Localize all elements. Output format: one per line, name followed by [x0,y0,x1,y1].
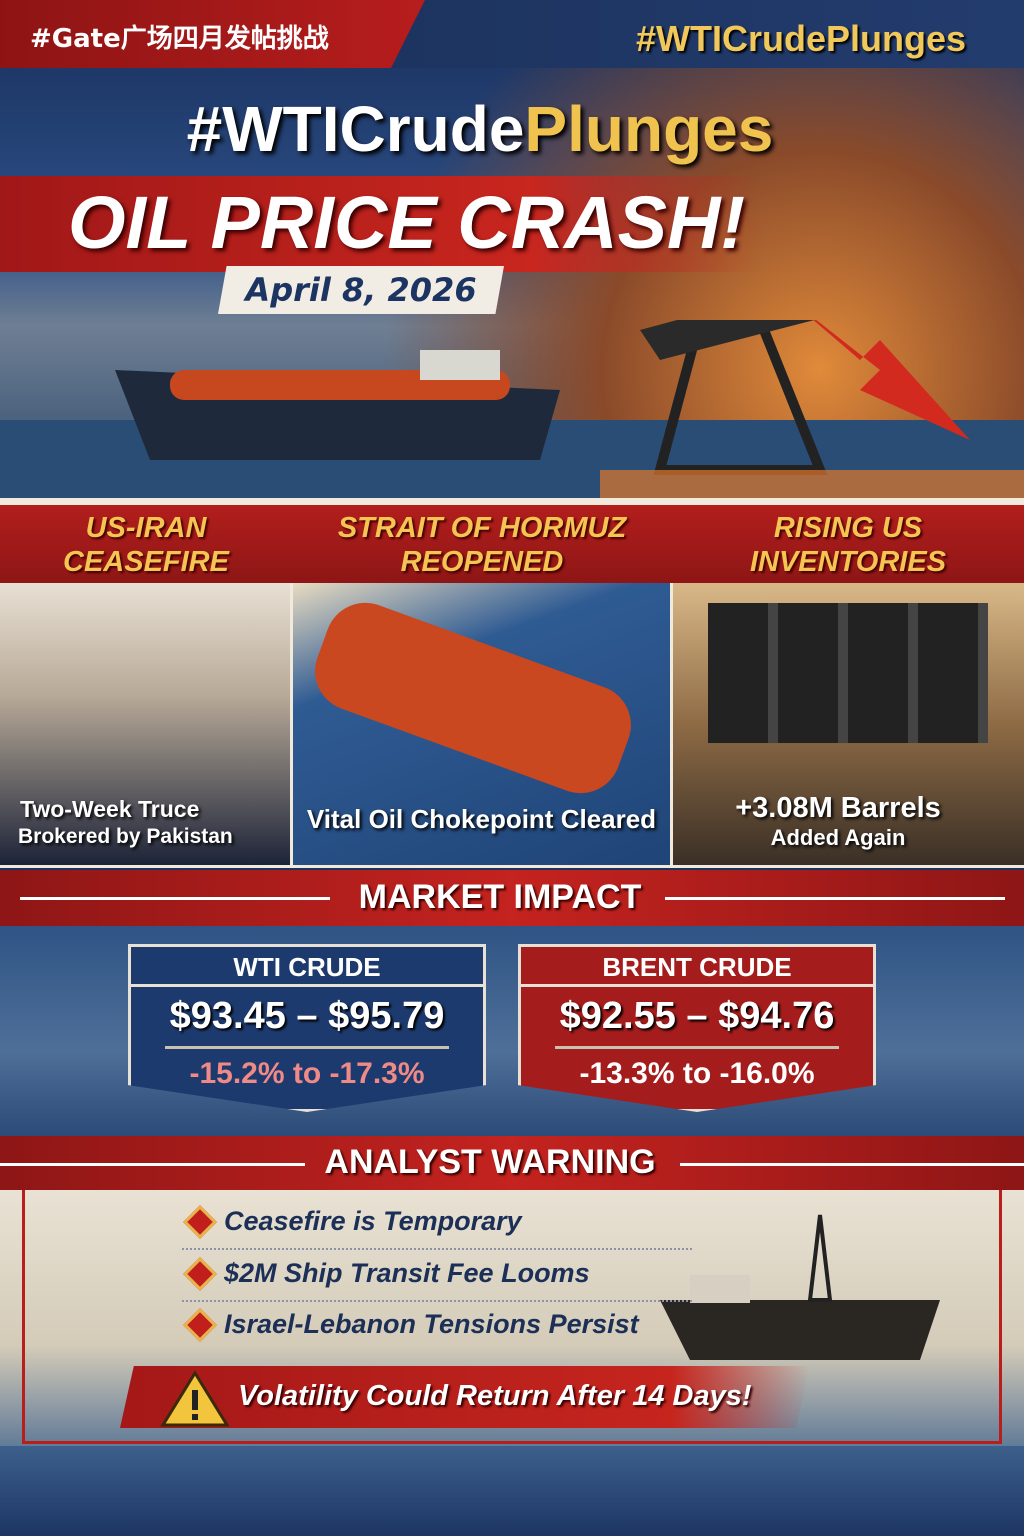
wti-card: WTI CRUDE $93.45 – $95.79 -15.2% to -17.… [128,944,486,1112]
volatility-alert-banner [120,1366,810,1428]
warning-triangle-icon [160,1370,230,1427]
bullet-item: Israel-Lebanon Tensions Persist [183,1307,639,1342]
hormuz-caption: Vital Oil Chokepoint Cleared [306,804,657,834]
hormuz-tanker-image [293,583,670,865]
bottom-background [0,1446,1024,1536]
analyst-warning-band [0,1136,1024,1192]
ship-rig-illustration [660,1214,940,1360]
diamond-bullet-icon [183,1307,217,1342]
headline: OIL PRICE CRASH! [68,181,746,264]
panel-title-inventories: RISING US INVENTORIES [672,505,1024,583]
bullet-item: Ceasefire is Temporary [183,1204,522,1239]
divider [182,1248,692,1250]
headline-band [0,176,760,272]
brent-label: BRENT CRUDE [521,947,873,987]
volatility-alert-text: Volatility Could Return After 14 Days! [238,1380,752,1412]
market-impact-title: MARKET IMPACT [358,878,642,916]
ceasefire-handshake-image [0,583,290,865]
diamond-bullet-icon [183,1204,217,1239]
divider [182,1300,692,1302]
top-tag-banner [0,0,425,68]
market-impact-band [0,870,1024,926]
hero-scene-illustration [0,320,1024,498]
date-badge: April 8, 2026 [218,266,504,314]
diamond-bullet-icon [183,1256,217,1291]
hashtag-top-right: #WTICrudePlunges [635,18,966,59]
wti-label: WTI CRUDE [131,947,483,987]
brent-change: -13.3% to -16.0% [579,1057,815,1090]
inventories-subcaption: Added Again [770,825,906,850]
warning-frame [22,1190,1002,1444]
oil-barrels-image [673,583,1024,865]
bullet-item: $2M Ship Transit Fee Looms [183,1256,590,1291]
ceasefire-subcaption: Brokered by Pakistan [18,825,233,848]
brent-card: BRENT CRUDE $92.55 – $94.76 -13.3% to -1… [518,944,876,1112]
brent-price-range: $92.55 – $94.76 [559,995,835,1037]
panel-title-ceasefire: US-IRAN CEASEFIRE [0,505,292,583]
campaign-tag: #Gate广场四月发帖挑战 [30,24,329,54]
wti-change: -15.2% to -17.3% [189,1057,425,1090]
hero-hashtag: #WTICrudePlunges [186,93,774,165]
down-arrow-icon [813,320,970,440]
panel-title-hormuz: STRAIT OF HORMUZ REOPENED [292,505,672,583]
ceasefire-caption: Two-Week Truce [20,796,200,822]
analyst-warning-title: ANALYST WARNING [324,1143,656,1181]
inventories-caption: +3.08M Barrels [735,792,941,824]
wti-price-range: $93.45 – $95.79 [169,995,445,1037]
